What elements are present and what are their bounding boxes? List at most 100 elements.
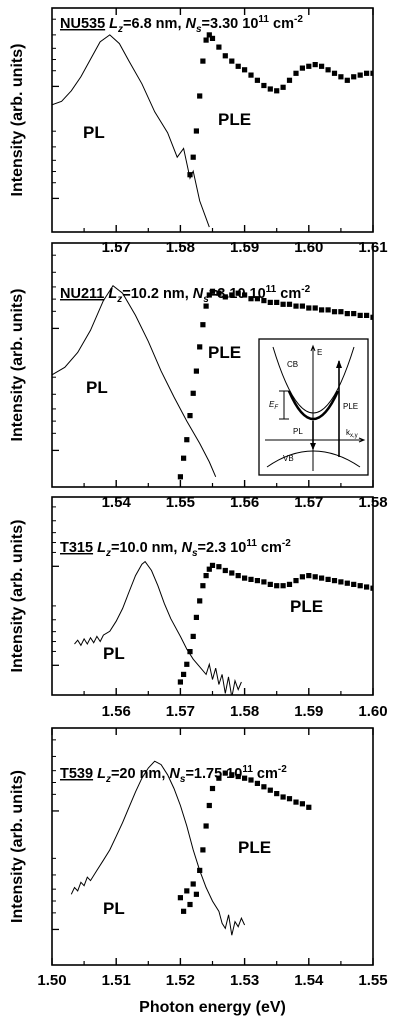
ple-point xyxy=(187,413,193,419)
ple-point xyxy=(242,775,248,781)
ple-point xyxy=(274,299,280,305)
panel-title: T539 Lz=20 nm, Ns=1.75 1011 cm-2 xyxy=(60,764,287,785)
ple-point xyxy=(370,585,373,591)
ple-point xyxy=(203,37,209,43)
ple-point xyxy=(261,784,267,790)
ple-point xyxy=(222,567,228,574)
ple-point xyxy=(242,67,248,73)
ple-point xyxy=(261,579,267,585)
ple-point xyxy=(280,794,286,800)
ple-point xyxy=(197,598,203,604)
unit-exponent: -2 xyxy=(282,538,291,549)
ple-point xyxy=(267,787,273,793)
pl-series-line xyxy=(52,34,210,228)
series-annotation-ple: PLE xyxy=(218,110,251,129)
ple-point xyxy=(235,63,241,69)
ple-point xyxy=(197,867,203,873)
title-glyph: N xyxy=(169,766,180,782)
ple-point xyxy=(203,823,209,829)
ple-point xyxy=(331,309,338,315)
ple-point xyxy=(229,570,235,576)
ple-point xyxy=(306,63,312,69)
x-axis-label: Photon energy (eV) xyxy=(139,999,286,1016)
ple-point xyxy=(200,322,206,328)
ple-point xyxy=(267,299,273,305)
series-annotation-ple: PLE xyxy=(290,597,323,616)
pl-series-line xyxy=(70,760,246,936)
ple-point xyxy=(319,307,325,313)
title-glyph: = xyxy=(185,766,193,782)
filled-states xyxy=(287,390,340,421)
ple-point xyxy=(254,578,260,584)
ple-point xyxy=(177,895,183,901)
ple-point xyxy=(344,77,350,83)
ple-point xyxy=(312,305,318,311)
ple-point xyxy=(235,573,241,579)
ple-point xyxy=(184,888,190,894)
ple-point xyxy=(370,314,373,320)
y-axis-label: Intensity (arb. units) xyxy=(9,520,26,673)
ple-point xyxy=(235,773,241,780)
x-tick-label: 1.60 xyxy=(358,703,387,720)
ple-point xyxy=(209,288,216,294)
ple-point xyxy=(306,305,312,311)
conduction-band xyxy=(272,346,355,414)
inset-vb-label: VB xyxy=(283,454,294,463)
ple-point xyxy=(319,575,325,581)
ple-point xyxy=(193,128,199,134)
title-glyph: L xyxy=(97,766,106,782)
ple-point xyxy=(286,301,293,307)
ple-point xyxy=(306,573,312,579)
panel-title: T315 Lz=10.0 nm, Ns=2.3 1011 cm-2 xyxy=(60,538,291,559)
ple-point xyxy=(206,32,212,38)
series-annotation-pl: PL xyxy=(103,644,125,663)
sample-name: T315 xyxy=(60,540,93,556)
title-glyph: N xyxy=(186,16,197,32)
title-glyph: = xyxy=(202,16,210,32)
title-glyph: L xyxy=(97,540,106,556)
ple-point xyxy=(206,566,212,572)
inset-k-symbol: k xyxy=(346,428,351,437)
pl-series-line xyxy=(74,560,242,695)
ns-unit: cm xyxy=(257,540,282,556)
lz-value: 6.8 nm xyxy=(132,16,178,32)
ple-point xyxy=(254,780,260,786)
ple-point xyxy=(216,564,222,570)
ple-point xyxy=(338,74,344,80)
ple-point xyxy=(280,301,286,307)
ple-point xyxy=(254,296,260,302)
ple-point xyxy=(351,311,357,317)
x-tick-label: 1.52 xyxy=(166,972,195,989)
series-annotation-pl: PL xyxy=(103,899,125,918)
ple-point xyxy=(187,649,193,655)
ple-point xyxy=(209,35,216,41)
ple-point xyxy=(200,847,206,853)
x-tick-label: 1.53 xyxy=(230,972,259,989)
ple-point xyxy=(357,72,363,78)
series-annotation-pl: PL xyxy=(83,123,105,142)
ple-point xyxy=(364,70,370,76)
ple-point xyxy=(364,312,370,318)
ns-exponent: 11 xyxy=(266,284,277,295)
lz-value: 20 nm xyxy=(119,766,161,782)
pl-series-line xyxy=(52,284,217,477)
ple-point xyxy=(248,777,254,783)
ple-point xyxy=(184,437,190,443)
x-tick-label: 1.57 xyxy=(166,703,195,720)
ple-point xyxy=(216,775,222,781)
ns-unit: cm xyxy=(276,286,301,302)
ple-point xyxy=(351,581,357,587)
sample-name: T539 xyxy=(60,766,93,782)
ple-point xyxy=(299,574,305,580)
ns-exponent: 11 xyxy=(258,14,269,25)
panel-t315: 1.56 1.57 1.58 1.59 1.60 Intensity (arb. unit… xyxy=(9,496,388,720)
title-glyph: z xyxy=(105,548,111,559)
ple-arrow-head xyxy=(336,360,342,368)
ple-point xyxy=(216,44,222,50)
ple-point xyxy=(248,72,254,78)
ns-value: 2.3 10 xyxy=(206,540,246,556)
y-axis-label: Intensity (arb. units) xyxy=(9,289,26,442)
ple-point xyxy=(286,581,293,587)
title-glyph: = xyxy=(123,16,131,32)
